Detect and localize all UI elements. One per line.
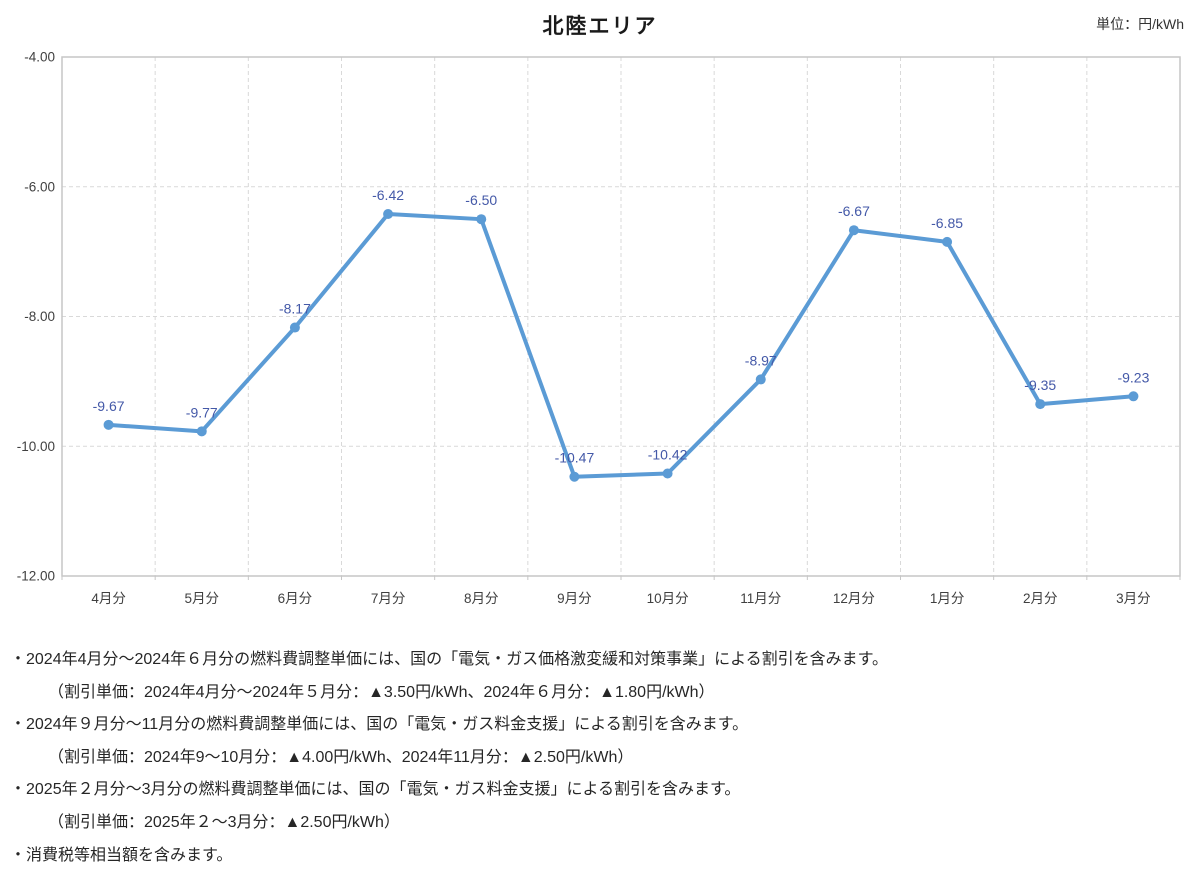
data-point-marker (1128, 391, 1139, 402)
data-point-label: -6.85 (931, 215, 963, 231)
data-point-marker (383, 208, 394, 219)
data-point-marker (289, 322, 300, 333)
x-axis-label: 1月分 (930, 591, 965, 606)
y-axis-label: -12.00 (17, 569, 55, 584)
x-axis-label: 3月分 (1116, 591, 1151, 606)
x-axis-label: 10月分 (647, 591, 689, 606)
unit-label: 単位：円/kWh (1096, 16, 1184, 32)
line-chart: -4.00 -6.00 -8.00 -10.00 -12.00 4月分 5月分 6月分 7月分 8… (17, 50, 1181, 606)
y-axis-label: -10.00 (17, 439, 55, 454)
data-point-label: -8.97 (745, 352, 777, 368)
footnote-line: （割引単価：2025年２～3月分：▲2.50円/kWh） (48, 813, 400, 831)
data-point-marker (755, 374, 766, 385)
footnotes: ・2024年4月分～2024年６月分の燃料費調整単価には、国の「電気・ガス価格激… (10, 644, 1190, 872)
footnote-line: ・2025年２月分～3月分の燃料費調整単価には、国の「電気・ガス料金支援」による… (10, 781, 741, 799)
data-point-marker (848, 225, 859, 236)
x-axis-label: 6月分 (278, 591, 313, 606)
data-point-label: -6.42 (372, 187, 404, 203)
footnote-line: ・消費税等相当額を含みます。 (10, 846, 233, 864)
data-point-label: -9.67 (93, 398, 125, 414)
x-axis-label: 11月分 (740, 591, 781, 606)
data-point-label: -6.67 (838, 203, 870, 219)
data-point-label: -10.42 (648, 446, 688, 462)
data-point-marker (569, 471, 580, 482)
y-axis-label: -6.00 (24, 179, 55, 194)
data-point-label: -9.77 (186, 404, 218, 420)
footnote-line: ・2024年4月分～2024年６月分の燃料費調整単価には、国の「電気・ガス価格激… (10, 651, 889, 668)
data-point-label: -10.47 (555, 450, 595, 466)
data-point-marker (103, 419, 114, 430)
chart-canvas: -4.00 -6.00 -8.00 -10.00 -12.00 4月分 5月分 6月分 7月分 8… (17, 50, 1181, 606)
data-point-label: -9.23 (1117, 369, 1149, 385)
x-axis-label: 12月分 (833, 591, 875, 606)
data-point-marker (662, 468, 673, 479)
x-axis-label: 2月分 (1023, 591, 1058, 606)
data-point-label: -8.17 (279, 301, 311, 317)
data-point-label: -9.35 (1024, 377, 1056, 393)
x-axis-label: 8月分 (464, 591, 499, 606)
x-axis-label: 4月分 (91, 591, 126, 606)
series-line (106, 211, 1136, 479)
footnote-line: （割引単価：2024年9～10月分：▲4.00円/kWh、2024年11月分：▲… (48, 748, 634, 766)
footnote-line: ・2024年９月分～11月分の燃料費調整単価には、国の「電気・ガス料金支援」によ… (10, 716, 749, 734)
data-point-marker (942, 236, 953, 247)
y-axis-label: -8.00 (24, 309, 55, 324)
x-axis-label: 9月分 (557, 591, 592, 606)
data-point-marker (196, 426, 207, 437)
x-axis-label: 7月分 (371, 591, 406, 606)
x-axis-label: 5月分 (184, 591, 219, 606)
data-point-marker (1035, 399, 1046, 410)
y-axis-label: -4.00 (24, 50, 55, 65)
data-point-label: -6.50 (465, 192, 497, 208)
footnote-line: （割引単価：2024年4月分～2024年５月分：▲3.50円/kWh、2024年… (48, 683, 715, 701)
chart-title: 北陸エリア (542, 15, 658, 38)
data-point-marker (476, 214, 487, 225)
